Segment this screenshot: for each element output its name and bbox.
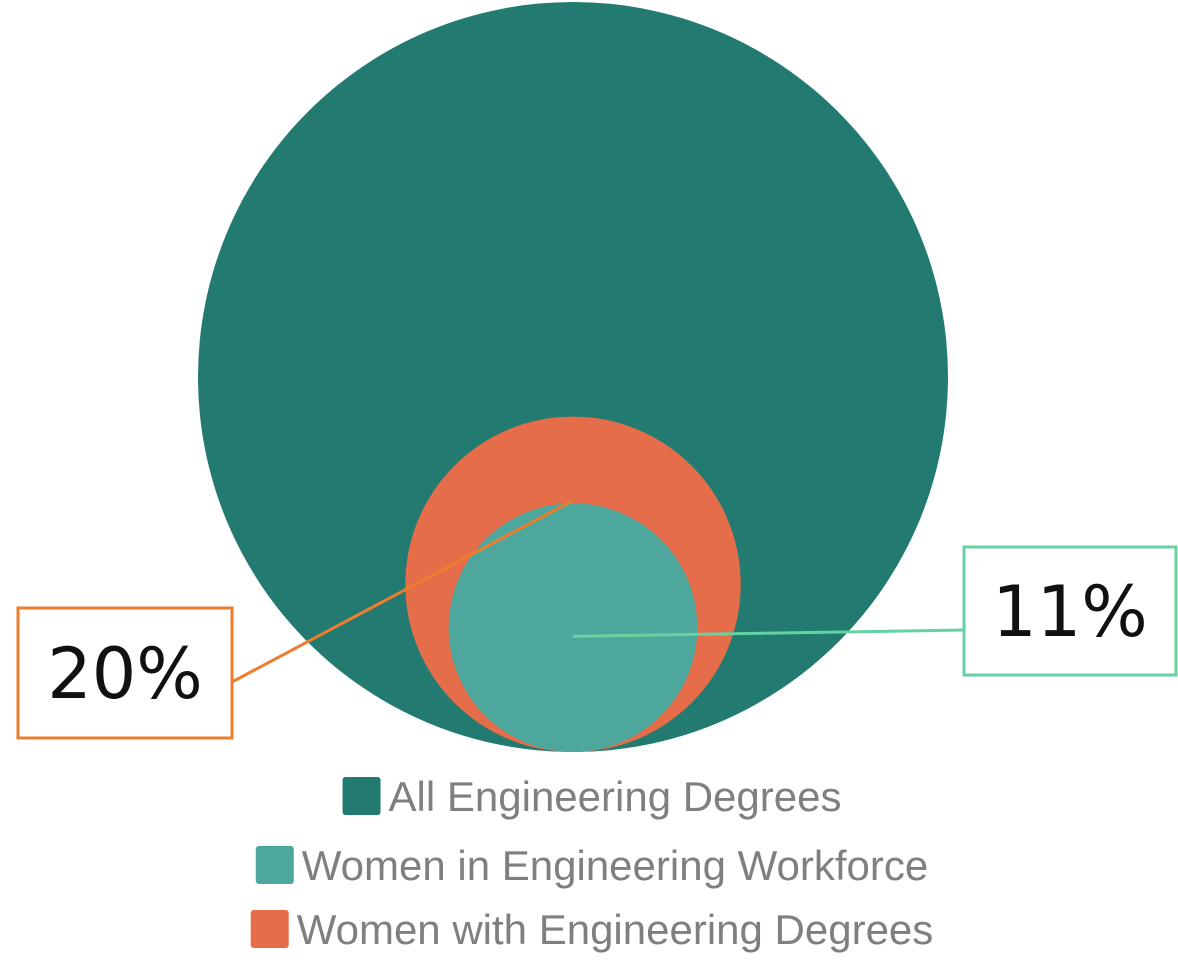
legend-item-women-in-engineering-workforce: Women in Engineering Workforce (255, 842, 928, 889)
callout-20-pct-label: 20% (47, 633, 203, 715)
legend: All Engineering Degrees Women in Engineer… (250, 773, 934, 953)
legend-item-women-with-engineering-degrees: Women with Engineering Degrees (250, 906, 934, 953)
bubble-women-in-engineering-workforce (448, 503, 698, 752)
bubble-all-engineering-degrees (198, 2, 948, 752)
legend-label: Women with Engineering Degrees (297, 906, 934, 953)
legend-label: Women in Engineering Workforce (302, 842, 928, 889)
legend-swatch (342, 777, 381, 815)
callout-11-pct-box (962, 545, 1178, 677)
callout-20-pct-box (16, 606, 234, 740)
legend-label: All Engineering Degrees (389, 773, 842, 820)
callout-11-pct-leader-line (572, 628, 965, 638)
callout-11-pct-label: 11% (992, 571, 1148, 653)
legend-swatch (250, 910, 289, 948)
callout-group: 20% 11% (16, 499, 1178, 740)
callout-20-pct-leader-line (231, 499, 574, 684)
legend-item-all-engineering-degrees: All Engineering Degrees (342, 773, 842, 820)
bubble-group (198, 2, 948, 752)
legend-swatch (255, 846, 294, 884)
